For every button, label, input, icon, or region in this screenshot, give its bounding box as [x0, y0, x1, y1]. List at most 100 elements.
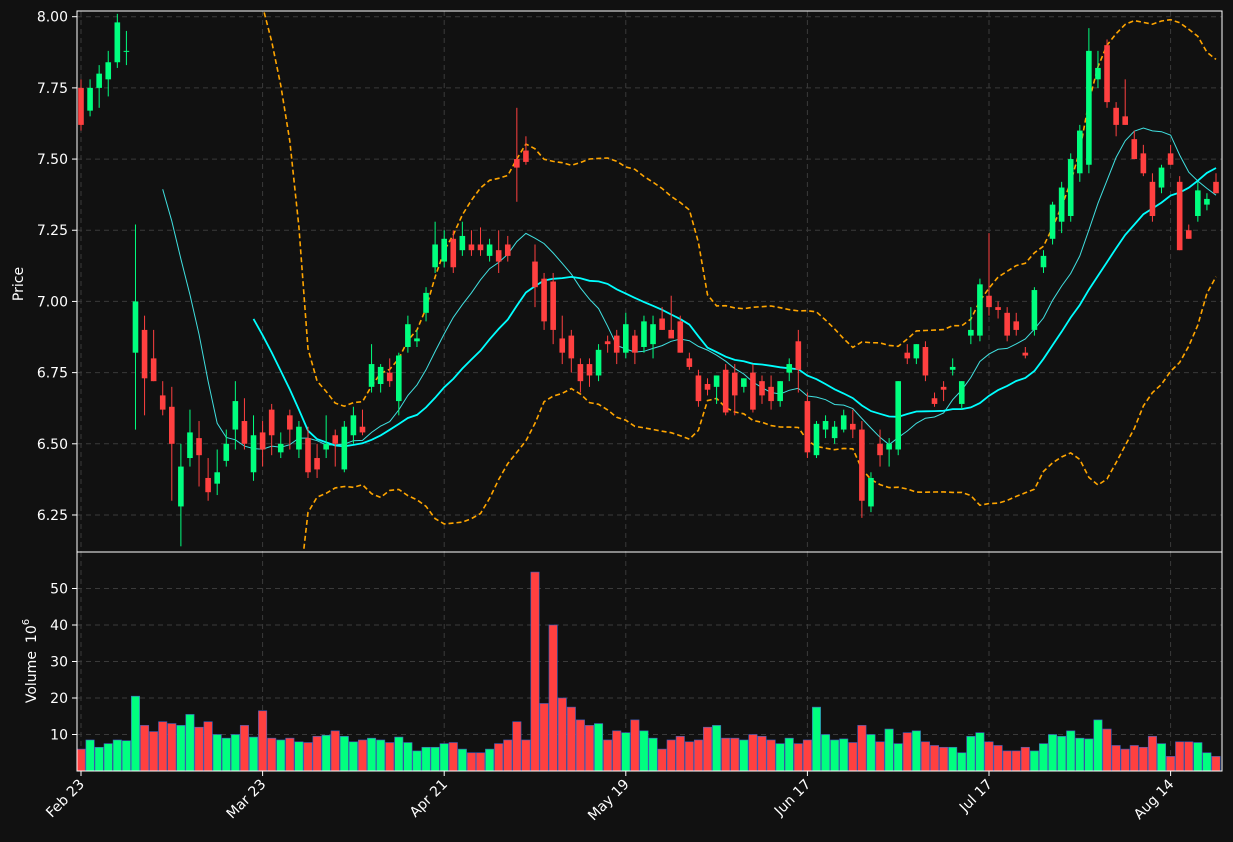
volume-bar: [830, 739, 840, 772]
candle-body: [87, 87, 93, 111]
volume-bar: [1029, 750, 1039, 772]
volume-bar: [1202, 752, 1212, 772]
volume-bar: [1157, 743, 1167, 772]
candlesticks: [78, 13, 1219, 547]
candle-body: [314, 458, 320, 470]
candle-body: [259, 432, 266, 450]
candle-body: [441, 238, 447, 262]
volume-bar: [1084, 738, 1094, 772]
volume-bar: [1175, 741, 1185, 772]
candle-body: [332, 435, 339, 444]
upper-band-line: [262, 11, 1217, 408]
volume-bar: [185, 714, 195, 772]
volume-bar: [721, 737, 731, 772]
candle-body: [795, 341, 802, 370]
candle-body: [187, 432, 193, 459]
volume-bar: [412, 750, 422, 772]
candle-body: [268, 409, 275, 436]
volume-bar: [503, 739, 513, 772]
volume-bar: [167, 723, 177, 772]
volume-bar: [784, 737, 794, 772]
candle-body: [895, 381, 901, 450]
volume-bar: [984, 741, 994, 772]
price-axis-label: Price: [11, 267, 27, 301]
volume-bar: [448, 742, 458, 772]
volume-bar: [121, 740, 131, 772]
volume-bar: [884, 728, 894, 772]
candle-body: [377, 366, 384, 385]
candle-body: [178, 466, 184, 507]
volume-bar: [675, 736, 685, 772]
volume-bar: [239, 725, 249, 772]
volume-bar: [1002, 750, 1012, 772]
price-tick-label: 7.25: [37, 223, 68, 239]
candle-body: [1131, 139, 1138, 160]
volume-bar: [893, 743, 903, 772]
candle-body: [1195, 190, 1201, 217]
volume-bar: [276, 739, 286, 772]
candle-body: [386, 372, 393, 382]
candle-body: [850, 423, 856, 430]
candle-body: [1095, 67, 1101, 80]
price-tick-label: 7.00: [37, 294, 68, 310]
volume-bar: [766, 739, 776, 772]
candle-body: [1113, 107, 1119, 125]
volume-bar: [249, 736, 259, 772]
volume-bar: [1038, 743, 1048, 772]
candle-body: [1067, 159, 1074, 217]
candle-body: [904, 352, 911, 359]
candle-body: [804, 401, 811, 453]
candle-body: [822, 421, 829, 430]
candle-body: [986, 295, 992, 308]
volume-bar: [303, 742, 313, 772]
candle-body: [296, 426, 302, 450]
volume-bar: [1075, 737, 1085, 772]
candle-body: [123, 50, 130, 52]
candle-body: [432, 244, 438, 268]
candle-body: [196, 438, 202, 456]
candle-body: [868, 477, 874, 507]
candle-body: [741, 378, 747, 387]
volume-bars: [76, 571, 1221, 772]
candle-body: [532, 261, 538, 288]
volume-bar: [975, 732, 985, 772]
volume-bar: [857, 725, 867, 772]
candle-body: [1176, 181, 1183, 251]
candle-body: [677, 321, 684, 353]
candle-body: [1185, 230, 1192, 239]
volume-bar: [1184, 741, 1194, 772]
volume-tick-label: 40: [50, 618, 68, 634]
candle-body: [586, 364, 593, 376]
volume-bar: [548, 624, 558, 772]
volume-bar: [594, 723, 604, 772]
volume-bar: [348, 741, 358, 772]
candle-body: [495, 250, 502, 262]
price-tick-label: 6.25: [37, 508, 68, 524]
candle-body: [577, 364, 584, 382]
candle-body: [1049, 204, 1056, 239]
candle-body: [205, 477, 211, 493]
candle-body: [813, 423, 820, 456]
volume-bar: [485, 748, 495, 772]
candle-body: [341, 426, 348, 470]
candle-body: [940, 386, 947, 390]
volume-bar: [930, 745, 940, 772]
candle-body: [277, 443, 284, 453]
volume-bar: [712, 725, 722, 772]
volume-axis: 10 20 30 40 50: [50, 582, 77, 744]
candle-body: [214, 472, 220, 484]
volume-bar: [103, 743, 113, 772]
volume-bar: [539, 703, 549, 772]
volume-bar: [584, 725, 594, 772]
candle-body: [568, 335, 575, 359]
volume-bar: [176, 725, 186, 772]
volume-bar: [1120, 748, 1130, 772]
candle-body: [768, 386, 774, 402]
volume-bar: [612, 730, 622, 772]
volume-bar: [902, 732, 912, 772]
candle-body: [323, 443, 329, 450]
volume-bar: [693, 739, 703, 772]
volume-bar: [1111, 745, 1121, 772]
candle-body: [150, 358, 157, 382]
volume-bar: [339, 736, 349, 772]
